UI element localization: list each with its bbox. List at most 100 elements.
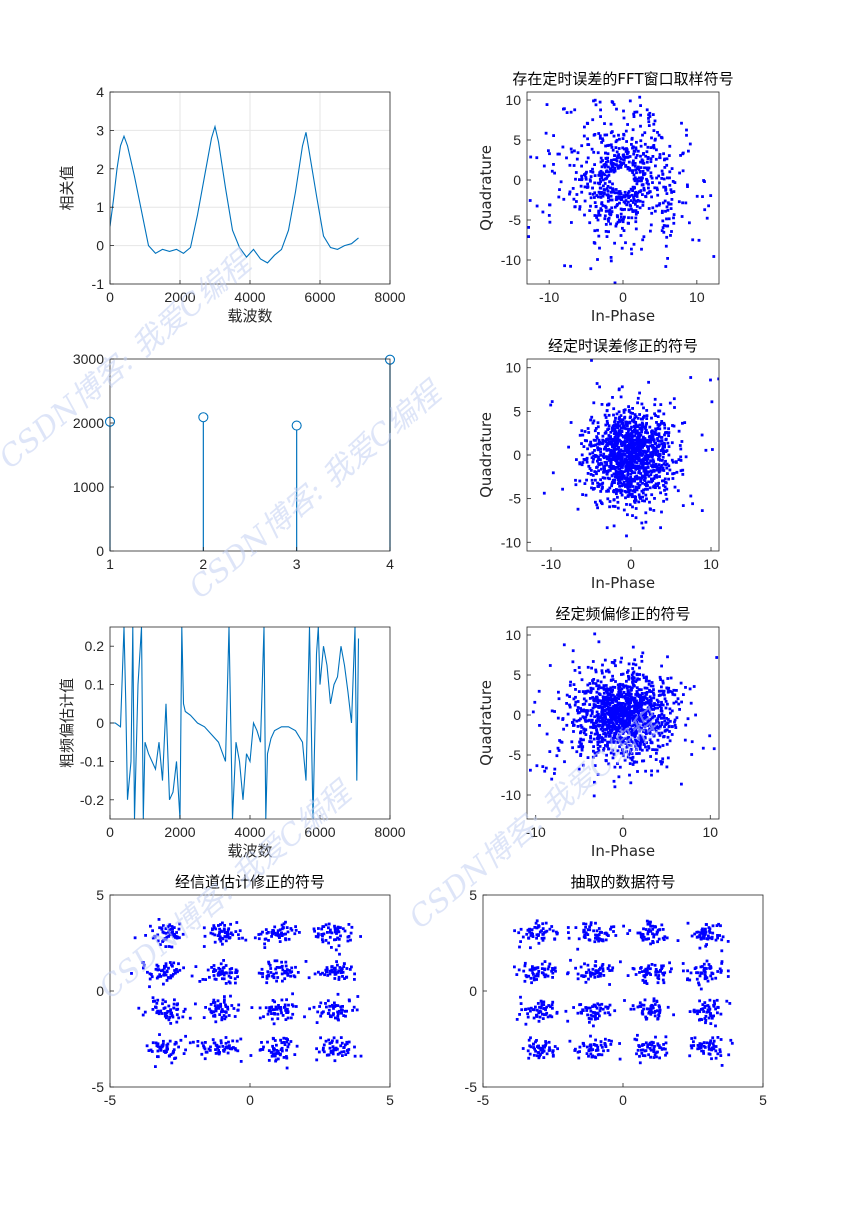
scatter-point [607,747,611,751]
scatter-point [652,688,655,691]
scatter-point [602,691,606,695]
scatter-point [703,208,707,212]
scatter-point [641,1054,645,1057]
scatter-point [586,1013,589,1017]
scatter-point [612,737,615,740]
scatter-point [592,241,596,244]
scatter-point [602,747,606,750]
scatter-point [642,722,646,725]
scatter-point [355,1008,359,1012]
scatter-point [143,1010,147,1014]
scatter-point [666,257,669,260]
scatter-point [606,697,609,701]
scatter-point [688,687,692,691]
scatter-point [602,470,605,474]
scatter-point [221,937,225,941]
scatter-point [635,720,639,724]
scatter-point [623,201,627,205]
scatter-point [591,1048,595,1051]
scatter-point [691,238,695,242]
scatter-point [588,740,592,743]
scatter-point [611,685,615,689]
scatter-point [599,686,603,690]
scatter-point [623,737,627,740]
scatter-point [617,475,621,479]
scatter-point [645,732,648,736]
scatter-point [580,453,584,457]
scatter-point [597,432,600,435]
scatter-point [583,974,587,978]
scatter-point [636,446,640,450]
scatter-point [542,1056,546,1059]
scatter-point [229,976,233,979]
scatter-point [641,170,645,173]
scatter-point [313,929,316,933]
scatter-point [634,729,638,733]
scatter-point [627,692,631,696]
scatter-point [600,165,604,169]
scatter-point [643,725,647,729]
scatter-point [321,938,324,941]
scatter-point [587,1054,590,1058]
scatter-point [602,188,606,191]
scatter-point [665,217,668,221]
scatter-point [163,965,167,968]
scatter-point [604,223,608,226]
scatter-point [626,744,630,747]
scatter-point [645,417,649,420]
scatter-point [666,441,670,445]
scatter-point [620,422,624,425]
scatter-point [591,474,595,477]
scatter-point [644,679,648,683]
scatter-point [614,731,618,735]
scatter-point [620,163,623,167]
scatter-point [620,197,624,201]
scatter-point [601,737,605,740]
scatter-point [279,1007,282,1010]
scatter-point [171,1051,175,1055]
scatter-point [640,453,644,457]
scatter-point [331,1013,335,1017]
scatter-point [588,452,592,456]
scatter-point [645,409,649,412]
scatter-point [683,738,687,742]
scatter-point [574,695,577,699]
scatter-point [628,716,632,720]
scatter-point [530,981,533,985]
scatter-point [315,1047,318,1051]
scatter-point [548,962,552,966]
scatter-point [580,164,583,168]
scatter-point [634,168,637,172]
scatter-point [607,1011,610,1015]
scatter-point [594,936,597,940]
scatter-point [635,1052,638,1056]
scatter-point [585,458,589,461]
scatter-point [639,160,642,164]
scatter-point [340,1041,344,1045]
scatter-point [609,1043,613,1046]
scatter-point [658,1056,661,1060]
scatter-point [174,934,178,938]
scatter-point [658,675,662,679]
scatter-point [607,173,611,177]
scatter-point [525,975,529,979]
scatter-point [617,687,620,690]
scatter-point [633,735,637,739]
scatter-point [550,925,554,928]
scatter-point [322,1043,326,1047]
scatter-point [646,470,649,474]
scatter-point [603,1011,607,1015]
scatter-point [327,1053,331,1057]
scatter-point [196,1040,200,1043]
scatter-point [652,691,655,695]
scatter-point [609,430,613,434]
scatter-point [336,1010,339,1014]
scatter-point [625,679,628,683]
scatter-point [627,490,631,494]
scatter-point [654,157,658,161]
scatter-point [640,1051,644,1055]
scatter-point [603,723,606,726]
scatter-point [645,697,649,700]
scatter-point [545,1052,549,1056]
scatter-point [631,209,635,212]
